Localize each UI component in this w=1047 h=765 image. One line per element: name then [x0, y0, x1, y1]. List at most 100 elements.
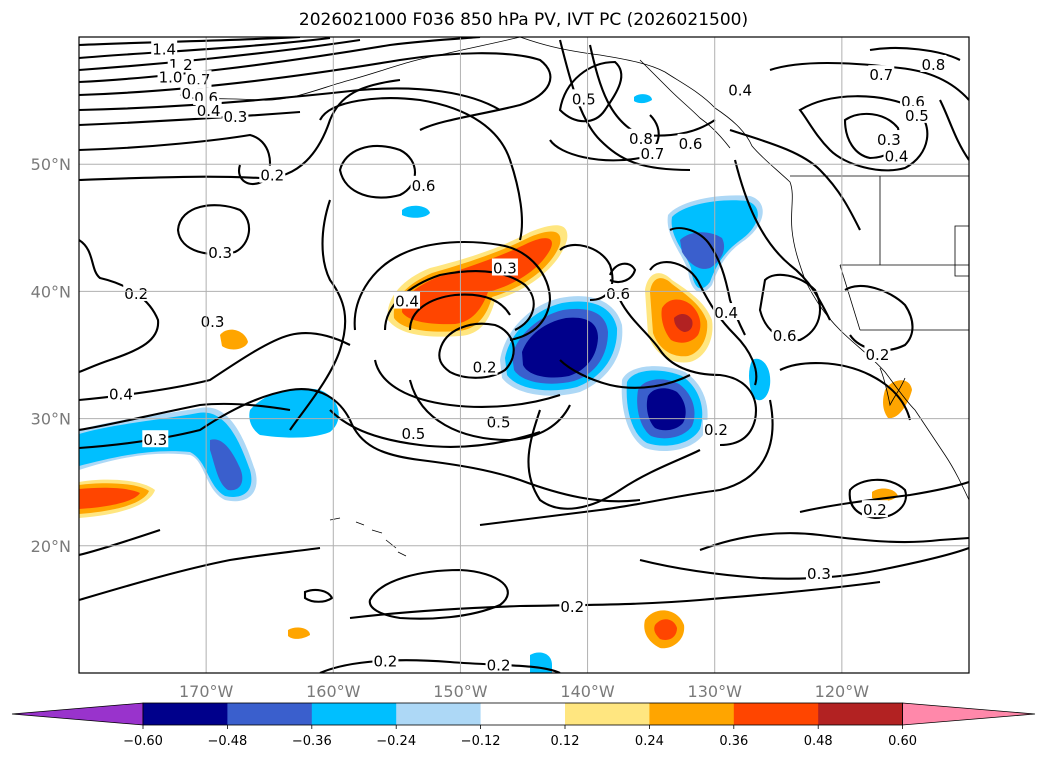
colorbar-tick-label: 0.24 — [635, 734, 664, 749]
pv-contour — [869, 47, 961, 61]
contour-label-bg — [900, 91, 927, 109]
colorbar-segment — [143, 703, 228, 725]
colorbar-tick-label: 0.12 — [551, 734, 580, 749]
colorbar-tick-label: −0.48 — [207, 734, 247, 749]
contour-label-bg — [605, 283, 632, 301]
pv-contour — [338, 145, 416, 199]
lon-tick-label: 120°W — [815, 682, 870, 701]
contour-label-bg — [639, 144, 666, 162]
contour-label: 0.4 — [109, 385, 133, 403]
pv-contour — [558, 39, 691, 172]
contour-label-bg — [157, 67, 184, 85]
contour-label-bg — [410, 175, 437, 193]
contour-label-bg — [471, 357, 498, 375]
pv-contour — [289, 199, 347, 431]
pv-contour — [79, 388, 641, 503]
ivt-negative-region — [634, 94, 652, 104]
contour-label-bg — [400, 423, 427, 441]
pv-contours — [79, 37, 969, 673]
colorbar: −0.60 −0.48 −0.36 −0.24 −0.12 0.12 0.24 0.36 0.4… — [11, 702, 1036, 749]
contour-label-bg — [485, 412, 512, 430]
pv-contour — [329, 409, 541, 448]
contour-label: 0.6 — [773, 327, 797, 345]
ivt-negative-region — [249, 388, 339, 438]
colorbar-segment — [818, 703, 904, 725]
contour-label: 0.5 — [401, 425, 425, 443]
colorbar-segment — [396, 703, 482, 725]
contour-label: 0.6 — [606, 285, 630, 303]
map-frame — [78, 36, 970, 674]
pv-contour — [527, 409, 701, 510]
contour-label: 0.2 — [124, 285, 148, 303]
ivt-negative-region — [749, 358, 771, 401]
contour-label-bg — [864, 345, 891, 362]
ivt-negative-region — [402, 205, 430, 218]
contour-label: 0.2 — [866, 346, 890, 364]
contour-label-bg — [627, 128, 654, 146]
contour-label: 0.4 — [728, 81, 752, 99]
colorbar-tick-label: −0.36 — [292, 734, 332, 749]
contour-label-bg — [570, 89, 597, 107]
contour-label-bg — [185, 70, 212, 88]
north-america-coastline — [519, 37, 969, 501]
contour-label: 0.2 — [473, 359, 497, 377]
lon-tick-label: 170°W — [179, 682, 234, 701]
colorbar-segment — [227, 703, 313, 725]
latitude-labels: 20°N 30°N 40°N 50°N — [31, 155, 71, 556]
pv-contour — [79, 37, 331, 60]
pv-contour — [408, 379, 571, 442]
contour-label: 1.0 — [159, 69, 183, 87]
contour-label: 0.4 — [395, 293, 419, 311]
contour-label: 0.5 — [905, 107, 929, 125]
pv-contour — [79, 546, 321, 602]
pv-contour — [368, 568, 509, 620]
pv-contour — [848, 478, 908, 520]
lon-tick-label: 140°W — [560, 682, 615, 701]
longitude-labels: 170°W 160°W 150°W 140°W 130°W 120°W — [179, 682, 869, 701]
lat-tick-label: 40°N — [31, 282, 71, 301]
colorbar-tick-label: −0.60 — [123, 734, 163, 749]
graticule — [79, 37, 969, 673]
pv-contour — [79, 37, 301, 47]
contour-label-bg — [727, 80, 754, 98]
lon-tick-label: 150°W — [433, 682, 488, 701]
pv-contour — [176, 204, 251, 256]
contour-label-bg — [713, 303, 740, 321]
pv-contour — [79, 78, 401, 182]
contour-label: 0.7 — [869, 66, 893, 84]
contour-label: 0.3 — [223, 108, 247, 126]
ivt-negative-region — [79, 412, 252, 497]
ivt-positive-region — [79, 487, 140, 509]
pv-contour — [79, 38, 361, 72]
contour-label: 0.3 — [493, 260, 517, 278]
contour-label: 0.3 — [807, 565, 831, 583]
contour-label-bg — [875, 130, 902, 148]
pv-contour — [479, 399, 774, 527]
contour-label: 0.4 — [714, 304, 738, 322]
contour-label: 0.5 — [572, 90, 596, 108]
colorbar-tick-label: 0.60 — [888, 734, 917, 749]
colorbar-tick-label: 0.48 — [804, 734, 833, 749]
contour-label: 0.3 — [143, 431, 167, 449]
colorbar-segment — [649, 703, 735, 725]
contour-label-bg — [883, 146, 910, 164]
pv-contour — [609, 262, 637, 284]
pv-contour — [349, 580, 881, 620]
contour-label: 0.7 — [640, 145, 664, 163]
ivt-negative-region — [210, 439, 243, 491]
pv-contour — [699, 532, 969, 551]
contour-label-bg — [920, 54, 947, 72]
pv-contour — [79, 239, 160, 373]
contour-label-bg — [903, 105, 930, 123]
colorbar-segment — [733, 703, 819, 725]
contour-label: 0.8 — [921, 56, 945, 74]
pv-contour — [79, 133, 272, 186]
chart-title: 2026021000 F036 850 hPa PV, IVT PC (2026… — [298, 10, 749, 30]
colorbar-segment — [565, 703, 650, 725]
pv-contour — [559, 243, 614, 302]
pv-contour — [438, 322, 515, 379]
contour-label-bg — [142, 430, 169, 448]
pv-contour — [79, 52, 552, 131]
pv-contour — [939, 99, 969, 161]
pv-contour — [353, 240, 552, 342]
